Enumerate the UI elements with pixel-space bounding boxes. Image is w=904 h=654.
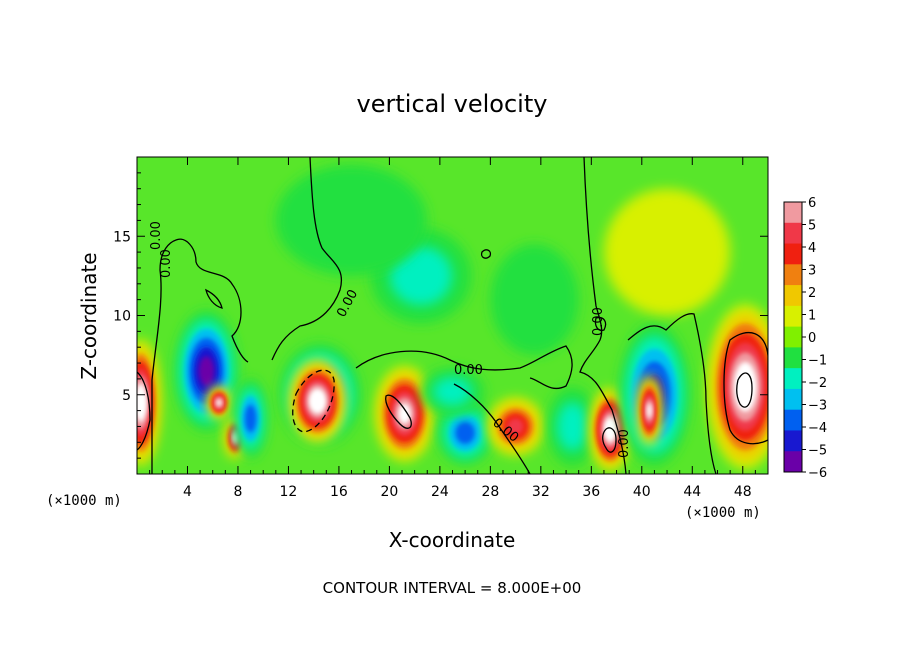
colorbar-swatch: [784, 222, 802, 245]
updraft-core: [606, 421, 615, 438]
colorbar-tick-label: 3: [808, 264, 816, 279]
x-tick-label: 32: [532, 484, 550, 500]
colorbar-tick-label: 0: [808, 331, 816, 346]
updraft-core: [398, 403, 411, 424]
contour-lines: [137, 157, 768, 474]
updraft-core: [216, 399, 222, 407]
colorbar-swatch: [784, 202, 802, 224]
x-axis-ticks: 4 8 12 16 20 24 28 32 36 40 44 48: [149, 157, 756, 500]
x-axis-label: X-coordinate: [389, 528, 516, 552]
colorbar-swatch: [784, 409, 802, 431]
downdraft-core: [556, 402, 588, 451]
colorbar-swatch: [784, 264, 802, 286]
contour-label: 0.00: [591, 307, 606, 336]
contour-zero-right-mid: [579, 157, 627, 474]
contour-label: 0.00: [454, 363, 483, 378]
contour-small-loop-2: [480, 249, 492, 259]
colorbar-tick-label: 1: [808, 309, 816, 324]
y-tick-label: 15: [113, 229, 131, 245]
colorbar-swatch: [784, 451, 802, 473]
x-unit-label-left: (×1000 m): [46, 493, 122, 509]
contour-interval-note: CONTOUR INTERVAL = 8.000E+00: [323, 579, 582, 597]
contour-zero-upper: [271, 157, 343, 361]
y-tick-label: 10: [113, 309, 131, 325]
contour-updraft-center: [292, 369, 335, 433]
x-tick-label: 48: [734, 484, 752, 500]
updraft-core: [507, 418, 524, 435]
x-tick-label: 28: [481, 484, 499, 500]
contour-zero-right: [627, 313, 717, 474]
y-axis-label: Z-coordinate: [77, 252, 101, 379]
x-unit-label-right: (×1000 m): [685, 505, 761, 521]
colorbar-swatch: [784, 430, 802, 452]
contour-zero-left: [151, 238, 249, 474]
colorbar-tick-label: 2: [808, 286, 816, 301]
contour-zero-lower: [453, 383, 531, 474]
x-tick-label: 12: [280, 484, 298, 500]
contour-label: 0.00: [149, 221, 164, 250]
downdraft-core: [198, 356, 215, 386]
colorbar-swatch: [784, 285, 802, 307]
colorbar-swatch: [784, 326, 802, 348]
updraft-core: [738, 371, 753, 403]
contour-updraft-37: [602, 427, 617, 453]
colorbar-swatch: [784, 368, 802, 390]
updraft-core: [646, 403, 652, 418]
x-tick-label: 44: [683, 484, 701, 500]
colorbar-tick-label: −2: [808, 376, 827, 391]
colorbar-tick-label: −1: [808, 354, 827, 369]
x-tick-label: 4: [183, 484, 192, 500]
contour-label: 0.00: [617, 429, 632, 458]
chart-title: vertical velocity: [357, 90, 548, 118]
colorbar-swatch: [784, 305, 802, 328]
colorbar-tick-label: 4: [808, 241, 816, 256]
colorbar-tick-label: −6: [808, 466, 827, 481]
colorbar-tick-label: −4: [808, 421, 827, 436]
y-axis-ticks: 5 10 15: [113, 172, 768, 459]
x-tick-label: 36: [582, 484, 600, 500]
x-tick-label: 8: [233, 484, 242, 500]
colorbar-swatch: [784, 243, 802, 265]
contour-updraft-left: [137, 371, 151, 451]
contour-small-loop-3: [594, 316, 607, 332]
updraft-core: [603, 188, 731, 316]
contour-small-loop-1: [205, 288, 223, 309]
downdraft-core: [455, 421, 475, 444]
plot-area: 0.00 0.00 0.00 0.00 0.00 0.00 0.00: [137, 157, 768, 474]
updraft-core: [137, 390, 145, 415]
downdraft-core: [244, 404, 257, 433]
colorbar: 6 5 4 3 2 1 0 −1 −2 −3 −4 −5 −6: [783, 196, 827, 481]
contour-updraft-right-inner: [736, 372, 753, 408]
downdraft-core: [389, 246, 453, 306]
x-tick-label: 20: [380, 484, 398, 500]
y-tick-label: 5: [122, 388, 131, 404]
colorbar-tick-label: 5: [808, 219, 816, 234]
updraft-core: [312, 393, 323, 409]
contour-label: 0.00: [159, 249, 174, 278]
colorbar-swatch: [784, 347, 802, 369]
colorbar-tick-label: −3: [808, 399, 827, 414]
colorbar-tick-label: 6: [808, 196, 816, 211]
contour-updraft-right-outer: [723, 331, 768, 445]
contour-updraft-20: [385, 394, 412, 429]
x-tick-label: 24: [431, 484, 449, 500]
velocity-field: [137, 164, 768, 471]
colorbar-tick-label: −5: [808, 444, 827, 459]
downdraft-core: [433, 376, 472, 407]
downdraft-core: [275, 164, 428, 276]
colorbar-swatch: [784, 388, 802, 411]
downdraft-core: [490, 244, 579, 356]
contour-zero-middle: [355, 345, 573, 390]
x-tick-label: 16: [330, 484, 348, 500]
x-tick-label: 40: [633, 484, 651, 500]
